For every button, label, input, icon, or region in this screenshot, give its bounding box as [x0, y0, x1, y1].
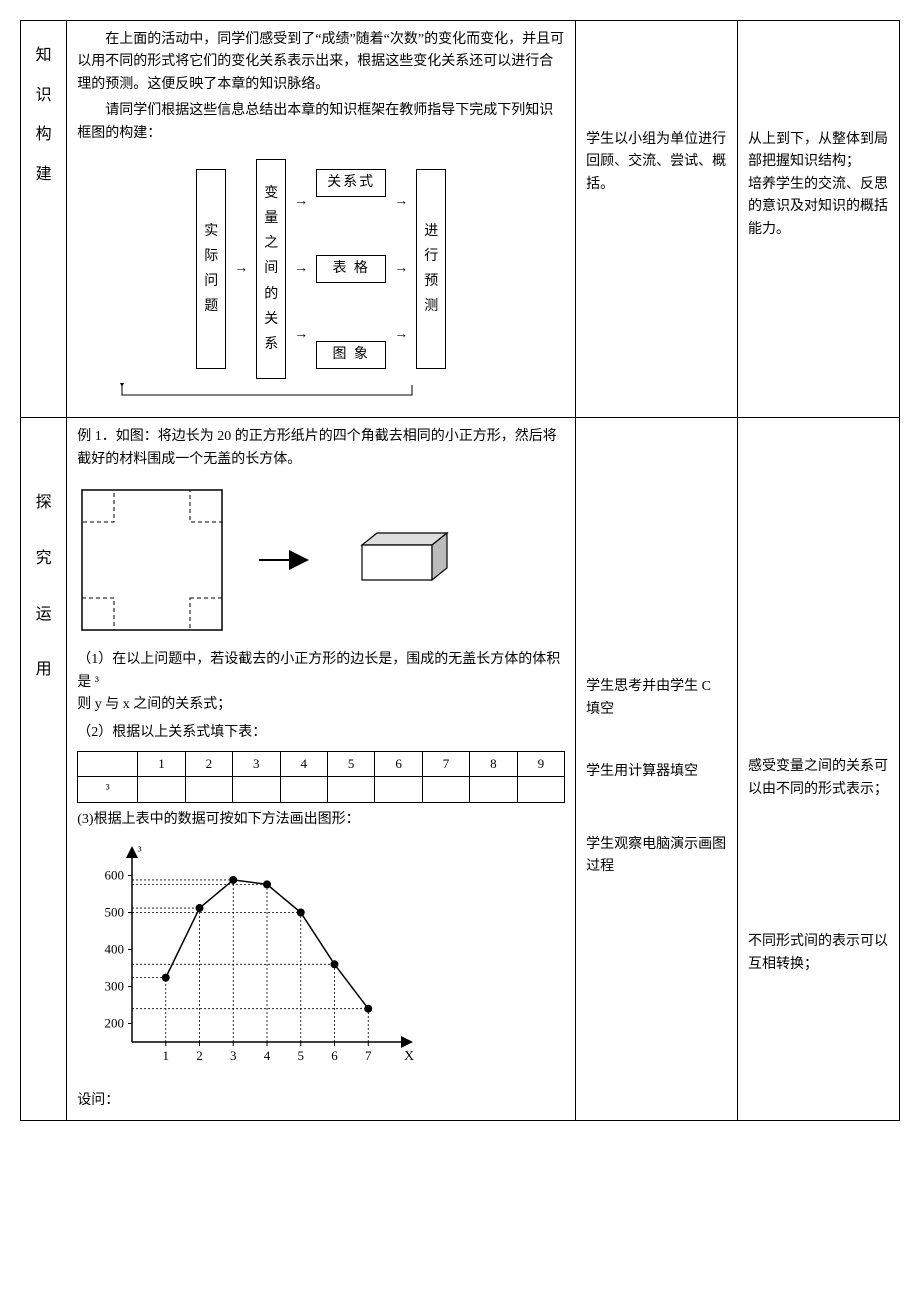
table-header: 6 [375, 751, 422, 777]
example-1-title: 例 1．如图：将边长为 20 的正方形纸片的四个角截去相同的小正方形，然后将截好… [77, 426, 565, 471]
flow-box-table: 表 格 [316, 255, 386, 283]
label-char: 究 [31, 546, 56, 572]
cuboid-icon [347, 525, 457, 595]
flow-box-relation: 变 量 之 间 的 关 系 [256, 159, 286, 379]
table-cell [138, 777, 185, 803]
flow-box-predict: 进 行 预 测 [416, 169, 446, 369]
table-cell [517, 777, 565, 803]
square-diagram [77, 485, 565, 635]
svg-text:2: 2 [197, 1048, 204, 1063]
table-data-row: ³ [78, 777, 565, 803]
table-cell [422, 777, 469, 803]
purpose-item: 不同形式间的表示可以互相转换； [748, 931, 889, 976]
table-cell [280, 777, 327, 803]
svg-text:X: X [404, 1049, 414, 1064]
arrow-right: → [294, 324, 308, 346]
arrow-column: → → → [294, 169, 308, 369]
feedback-arrow [77, 383, 457, 401]
svg-text:5: 5 [298, 1048, 305, 1063]
svg-text:200: 200 [105, 1015, 125, 1030]
table-header: 7 [422, 751, 469, 777]
svg-text:3: 3 [230, 1048, 237, 1063]
table-header: 1 [138, 751, 185, 777]
page: 知 识 构 建 在上面的活动中，同学们感受到了“成绩”随着“次数”的变化而变化，… [20, 20, 900, 1121]
label-char: 知 [31, 43, 56, 69]
svg-text:300: 300 [105, 978, 125, 993]
table-header: 3 [233, 751, 280, 777]
svg-text:600: 600 [105, 867, 125, 882]
svg-text:400: 400 [105, 941, 125, 956]
row1-content: 在上面的活动中，同学们感受到了“成绩”随着“次数”的变化而变化，并且可以用不同的… [67, 21, 576, 418]
label-char: 识 [31, 83, 56, 109]
row1-student-activity: 学生以小组为单位进行回顾、交流、尝试、概括。 [576, 21, 738, 418]
arrow-right: → [234, 258, 248, 280]
table-header-row: 1 2 3 4 5 6 7 8 9 [78, 751, 565, 777]
question-1: （1）在以上问题中，若设截去的小正方形的边长是，围成的无盖长方体的体积是 ³ [77, 649, 565, 694]
question-3: (3)根据上表中的数据可按如下方法画出图形： [77, 809, 565, 831]
flow-box-practical: 实 际 问 题 [196, 169, 226, 369]
fill-table: 1 2 3 4 5 6 7 8 9 ³ [77, 751, 565, 804]
label-char: 用 [31, 657, 56, 683]
table-cell [233, 777, 280, 803]
arrow-right: → [294, 191, 308, 213]
flow-box-formula: 关系式 [316, 169, 386, 197]
activity-item: 学生思考并由学生 C 填空 [586, 676, 727, 721]
table-header: 8 [470, 751, 517, 777]
arrow-right: → [394, 191, 408, 213]
svg-text:1: 1 [163, 1048, 170, 1063]
purpose-item: 感受变量之间的关系可以由不同的形式表示； [748, 756, 889, 801]
svg-text:³: ³ [138, 844, 142, 858]
table-header: 5 [327, 751, 374, 777]
label-char: 探 [31, 490, 56, 516]
student-activity-text: 学生以小组为单位进行回顾、交流、尝试、概括。 [586, 129, 727, 196]
square-with-corners [77, 485, 227, 635]
table-cell [375, 777, 422, 803]
intro-text-1: 在上面的活动中，同学们感受到了“成绩”随着“次数”的变化而变化，并且可以用不同的… [77, 29, 565, 96]
flow-box-graph: 图 象 [316, 341, 386, 369]
row2-content: 例 1．如图：将边长为 20 的正方形纸片的四个角截去相同的小正方形，然后将截好… [67, 418, 576, 1121]
activity-item: 学生用计算器填空 [586, 761, 727, 783]
row-knowledge-construction: 知 识 构 建 在上面的活动中，同学们感受到了“成绩”随着“次数”的变化而变化，… [21, 21, 900, 418]
label-char: 建 [31, 162, 56, 188]
table-row-label: ³ [78, 777, 138, 803]
footer-question: 设问： [77, 1090, 565, 1112]
table-cell [327, 777, 374, 803]
label-char: 运 [31, 602, 56, 628]
question-1b: 则 y 与 x 之间的关系式； [77, 694, 565, 716]
arrow-right: → [294, 258, 308, 280]
svg-text:6: 6 [332, 1048, 339, 1063]
row1-purpose: 从上到下，从整体到局部把握知识结构； 培养学生的交流、反思的意识及对知识的概括能… [738, 21, 900, 418]
table-header-blank [78, 751, 138, 777]
svg-text:4: 4 [264, 1048, 271, 1063]
row1-label: 知 识 构 建 [21, 21, 67, 418]
arrow-column: → → → [394, 169, 408, 369]
transform-arrow [257, 550, 317, 570]
row2-label: 探 究 运 用 [21, 418, 67, 1121]
activity-item: 学生观察电脑演示画图过程 [586, 834, 727, 879]
lesson-plan-table: 知 识 构 建 在上面的活动中，同学们感受到了“成绩”随着“次数”的变化而变化，… [20, 20, 900, 1121]
row2-purpose: 感受变量之间的关系可以由不同的形式表示； 不同形式间的表示可以互相转换； [738, 418, 900, 1121]
table-header: 4 [280, 751, 327, 777]
purpose-text: 从上到下，从整体到局部把握知识结构； 培养学生的交流、反思的意识及对知识的概括能… [748, 129, 889, 241]
volume-chart: 200 300 400 500 600 1 2 3 4 5 6 7 ³ X [77, 842, 565, 1080]
chart-svg: 200 300 400 500 600 1 2 3 4 5 6 7 ³ X [77, 842, 417, 1072]
svg-text:7: 7 [365, 1048, 372, 1063]
center-boxes: 关系式 表 格 图 象 [316, 169, 386, 369]
label-char: 构 [31, 122, 56, 148]
row-explore-apply: 探 究 运 用 例 1．如图：将边长为 20 的正方形纸片的四个角截去相同的小正… [21, 418, 900, 1121]
intro-text-2: 请同学们根据这些信息总结出本章的知识框架在教师指导下完成下列知识框图的构建： [77, 100, 565, 145]
arrow-right: → [394, 258, 408, 280]
question-2: （2）根据以上关系式填下表： [77, 722, 565, 744]
table-header: 9 [517, 751, 565, 777]
svg-text:500: 500 [105, 904, 125, 919]
row2-student-activity: 学生思考并由学生 C 填空 学生用计算器填空 学生观察电脑演示画图过程 [576, 418, 738, 1121]
table-cell [470, 777, 517, 803]
table-header: 2 [185, 751, 232, 777]
arrow-right: → [394, 324, 408, 346]
table-cell [185, 777, 232, 803]
knowledge-flowchart: 实 际 问 题 → 变 量 之 间 的 关 [77, 159, 565, 379]
